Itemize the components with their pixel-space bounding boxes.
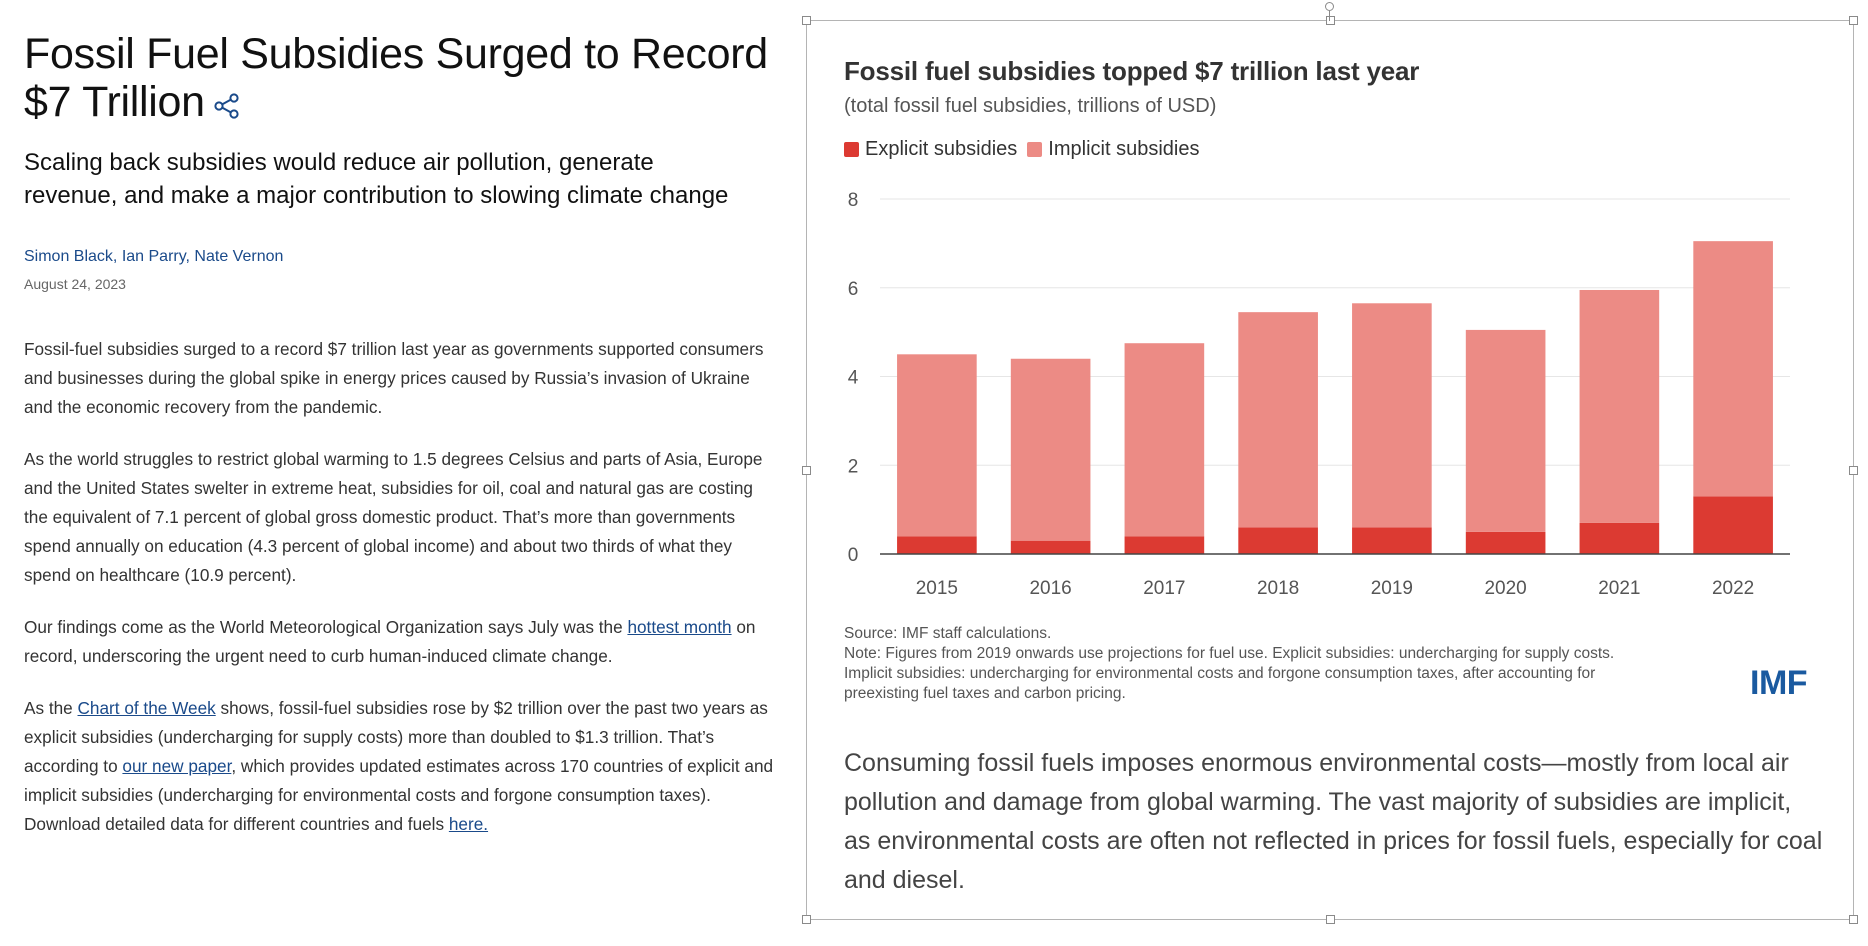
y-tick-label-2: 2 [848, 456, 859, 477]
bar-explicit-2020 [1465, 531, 1546, 554]
resize-handle-left[interactable] [802, 466, 811, 475]
note-line-1: Note: Figures from 2019 onwards use proj… [844, 645, 1615, 662]
bar-implicit-2016 [1010, 358, 1091, 541]
article-body: Fossil-fuel subsidies surged to a record… [24, 335, 774, 839]
resize-handle-bottom-right[interactable] [1849, 915, 1858, 924]
paragraph-4: As the Chart of the Week shows, fossil-f… [24, 694, 774, 839]
bar-explicit-2017 [1124, 536, 1205, 554]
x-tick-label-2015: 2015 [916, 578, 958, 599]
x-tick-label-2021: 2021 [1598, 578, 1640, 599]
resize-handle-top[interactable] [1326, 16, 1335, 25]
paragraph-4-text-1: As the [24, 698, 78, 718]
legend-item-implicit: Implicit subsidies [1027, 138, 1199, 161]
paragraph-4-text-2: shows, fossil-fuel subsidies rose by $2 … [24, 698, 768, 776]
bar-implicit-2015 [897, 354, 977, 537]
y-tick-label-0: 0 [848, 545, 859, 566]
resize-handle-top-left[interactable] [802, 16, 811, 25]
bar-implicit-2021 [1579, 289, 1660, 523]
y-tick-label-4: 4 [848, 368, 859, 389]
bar-explicit-2021 [1579, 522, 1660, 554]
chart-caption: Consuming fossil fuels imposes enormous … [844, 749, 1823, 894]
x-tick-label-2022: 2022 [1712, 578, 1754, 599]
article: Fossil Fuel Subsidies Surged to Record $… [24, 30, 774, 862]
data-download-link[interactable]: here. [448, 814, 489, 834]
new-paper-link[interactable]: our new paper [122, 756, 232, 776]
legend-label-implicit: Implicit subsidies [1048, 138, 1200, 160]
article-subtitle: Scaling back subsidies would reduce air … [24, 149, 729, 209]
imf-logo: IMF [1750, 664, 1808, 702]
chart-of-the-week-link[interactable]: Chart of the Week [77, 698, 216, 718]
x-tick-label-2020: 2020 [1484, 578, 1526, 599]
chart-subtitle: (total fossil fuel subsidies, trillions … [844, 95, 1217, 117]
chart-notes: Source: IMF staff calculations. Note: Fi… [844, 624, 1744, 704]
paragraph-3: Our findings come as the World Meteorolo… [24, 613, 774, 671]
x-tick-label-2018: 2018 [1257, 578, 1299, 599]
bar-implicit-2022 [1693, 241, 1773, 497]
publish-date: August 24, 2023 [24, 276, 126, 292]
bar-explicit-2018 [1238, 527, 1318, 554]
article-title-text: Fossil Fuel Subsidies Surged to Record $… [24, 30, 768, 126]
legend-swatch-implicit [1027, 142, 1043, 157]
bar-explicit-2022 [1693, 496, 1773, 554]
legend-swatch-explicit [844, 142, 859, 157]
paragraph-3-text-2: on record, underscoring the urgent need … [24, 617, 756, 666]
paragraph-2: As the world struggles to restrict globa… [24, 449, 763, 585]
rotation-handle[interactable] [1325, 2, 1334, 11]
chart-title: Fossil fuel subsidies topped $7 trillion… [844, 56, 1420, 86]
y-tick-label-8: 8 [848, 190, 859, 211]
resize-handle-top-right[interactable] [1849, 16, 1858, 25]
author-links[interactable]: Simon Black, Ian Parry, Nate Vernon [24, 248, 284, 265]
resize-handle-bottom[interactable] [1326, 915, 1335, 924]
paragraph-1: Fossil-fuel subsidies surged to a record… [24, 339, 764, 417]
y-tick-label-6: 6 [848, 279, 859, 300]
bar-explicit-2016 [1010, 540, 1091, 554]
paragraph-3-text-1: Our findings come as the World Meteorolo… [24, 617, 628, 637]
resize-handle-bottom-left[interactable] [802, 915, 811, 924]
share-icon[interactable] [213, 82, 241, 130]
x-tick-label-2019: 2019 [1371, 578, 1413, 599]
bar-implicit-2018 [1238, 312, 1318, 528]
resize-handle-right[interactable] [1849, 466, 1858, 475]
bar-explicit-2015 [897, 536, 977, 554]
source-note: Source: IMF staff calculations. [844, 625, 1052, 642]
bar-explicit-2019 [1352, 527, 1432, 554]
chart-legend: Explicit subsidies Implicit subsidies [844, 138, 1209, 161]
legend-item-explicit: Explicit subsidies [844, 138, 1017, 161]
legend-label-explicit: Explicit subsidies [865, 138, 1018, 160]
x-tick-label-2017: 2017 [1143, 578, 1185, 599]
x-tick-label-2016: 2016 [1029, 578, 1071, 599]
bar-implicit-2017 [1124, 343, 1205, 537]
bar-implicit-2020 [1465, 329, 1546, 532]
rotation-handle-stem [1329, 11, 1330, 21]
hottest-month-link[interactable]: hottest month [627, 617, 732, 637]
note-line-2: Implicit subsidies: undercharging for en… [844, 665, 1596, 682]
article-title: Fossil Fuel Subsidies Surged to Record $… [24, 30, 774, 130]
bar-implicit-2019 [1352, 303, 1432, 528]
paragraph-4-text-3: , which provides updated estimates acros… [24, 756, 774, 834]
note-line-3: preexisting fuel taxes and carbon pricin… [844, 685, 1126, 702]
